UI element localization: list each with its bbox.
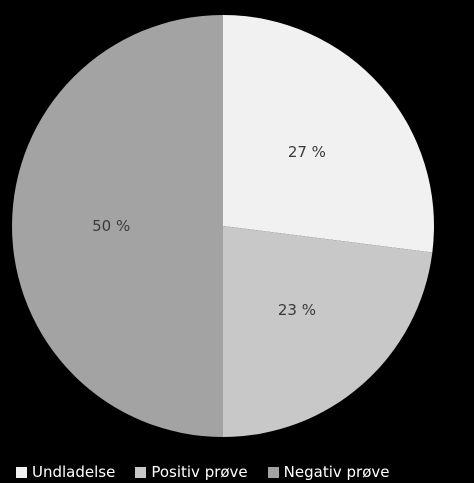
pie-slice-undladelse [223, 15, 435, 253]
pie-slice-labels: 27 % 23 % 50 % [92, 143, 326, 319]
legend-item-negativ-prove: Negativ prøve [267, 463, 390, 481]
pie-slices [12, 15, 435, 438]
pie-slice-positiv-prove [223, 226, 433, 438]
slice-label-negativ-prove: 50 % [92, 217, 130, 235]
legend-label-negativ-prove: Negativ prøve [283, 463, 390, 481]
legend-label-undladelse: Undladelse [32, 463, 116, 481]
legend-swatch-negativ-prove [267, 466, 279, 478]
chart-legend: Undladelse Positiv prøve Negativ prøve [0, 462, 474, 482]
legend-item-undladelse: Undladelse [16, 463, 115, 481]
pie-chart-canvas: 27 % 23 % 50 % [12, 15, 435, 438]
legend-item-positiv-prove: Positiv prøve [135, 463, 248, 481]
slice-label-undladelse: 27 % [288, 143, 326, 161]
legend-label-positiv-prove: Positiv prøve [151, 463, 248, 481]
legend-swatch-positiv-prove [135, 466, 147, 478]
slice-label-positiv-prove: 23 % [278, 301, 316, 319]
pie-slice-negativ-prove [12, 15, 223, 437]
legend-swatch-undladelse [16, 466, 27, 478]
